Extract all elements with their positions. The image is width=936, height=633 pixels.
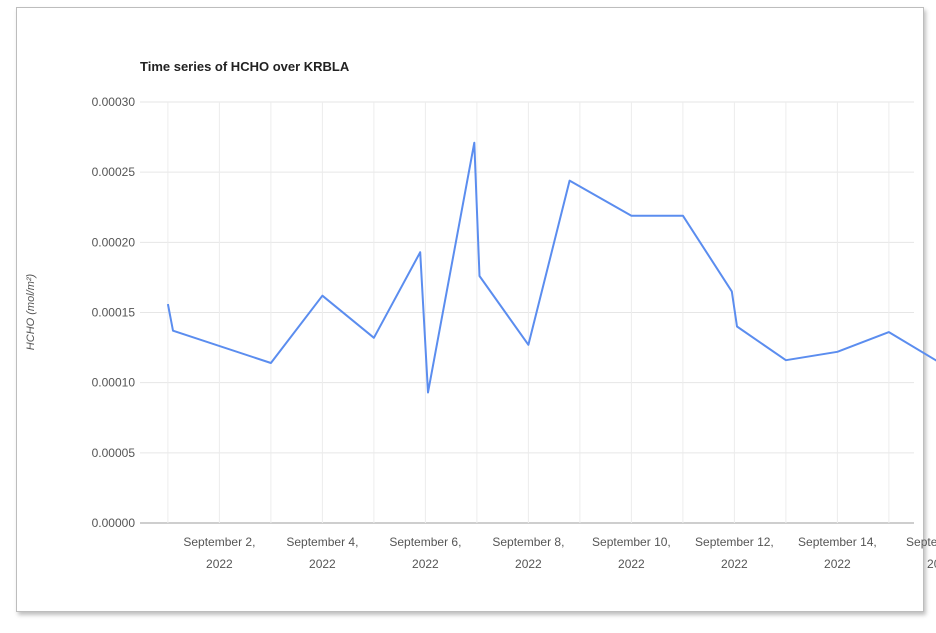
x-tick-label: September 12, 2022 (695, 535, 774, 571)
grid-lines (140, 101, 914, 524)
x-tick-label: September 14, 2022 (798, 535, 877, 571)
chart-frame (16, 7, 924, 612)
y-axis-tick-labels: 0.00030 0.00025 0.00020 0.00015 0.00010 0.000… (92, 95, 136, 530)
y-tick-label: 0.00030 (92, 95, 136, 109)
x-tick-label: September 8, 2022 (492, 535, 564, 571)
x-tick-label: September 4, 2022 (286, 535, 358, 571)
y-tick-label: 0.00025 (92, 165, 136, 179)
series-line (166, 141, 936, 394)
y-tick-label: 0.00005 (92, 446, 136, 460)
y-axis-label: HCHO (mol/m²) (25, 273, 37, 350)
y-tick-label: 0.00010 (92, 376, 136, 390)
x-tick-label: September 2, 2022 (183, 535, 255, 571)
chart-title: Time series of HCHO over KRBLA (140, 59, 350, 74)
series-group (166, 141, 936, 394)
y-tick-label: 0.00020 (92, 235, 136, 249)
x-tick-label: September 12022 (906, 535, 936, 571)
x-tick-label: September 6, 2022 (389, 535, 461, 571)
y-tick-label: 0.00000 (92, 516, 136, 530)
y-tick-label: 0.00015 (92, 306, 136, 320)
x-axis-tick-labels: September 2, 2022 September 4, 2022 Septembe… (183, 535, 936, 571)
x-tick-label: September 10, 2022 (592, 535, 671, 571)
